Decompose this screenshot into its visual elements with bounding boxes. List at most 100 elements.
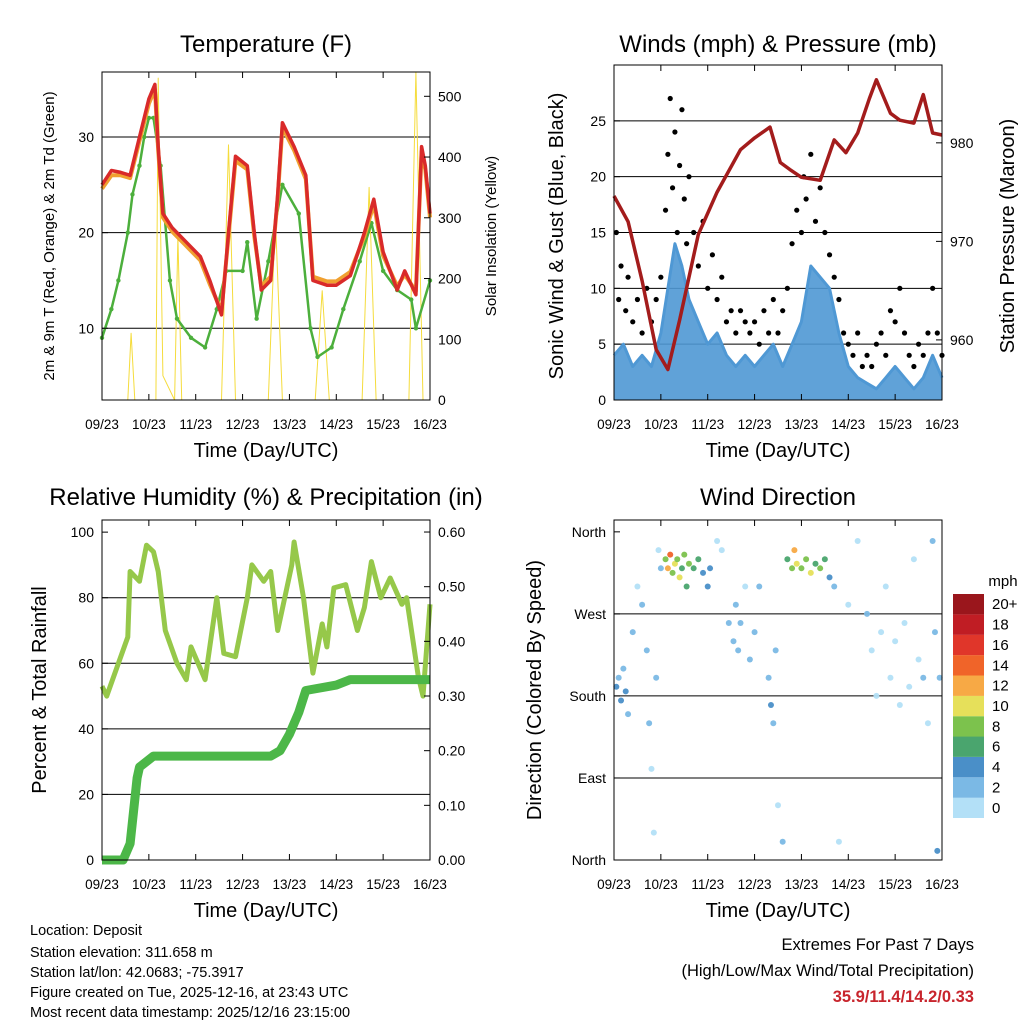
x-tick-label: 14/23 [319, 417, 353, 432]
x-tick-label: 09/23 [597, 877, 631, 892]
gust-point [719, 274, 725, 280]
y2-tick-label: 0.30 [438, 688, 465, 704]
info-location: Location: Deposit [30, 923, 143, 939]
x-tick-label: 09/23 [85, 877, 119, 892]
x-axis-label: Time (Day/UTC) [706, 440, 851, 462]
x-tick-label: 11/23 [691, 877, 724, 892]
colorbar-label: 16 [992, 637, 1009, 654]
chart-title: Wind Direction [700, 484, 856, 511]
info-latlon: Station lat/lon: 42.0683; -75.3917 [30, 965, 244, 981]
y2-tick-label: 500 [438, 88, 462, 104]
info-created: Figure created on Tue, 2025-12-16, at 23… [30, 985, 349, 1001]
wind-direction-point [735, 647, 742, 654]
wind-direction-point [798, 565, 805, 572]
gust-point [623, 308, 629, 314]
wind-direction-point [695, 556, 702, 563]
gust-point [667, 95, 673, 102]
gust-point [855, 330, 861, 336]
wind-direction-point [678, 565, 685, 572]
wind-direction-point [629, 629, 636, 636]
wind-direction-point [831, 583, 838, 590]
x-axis-label: Time (Day/UTC) [194, 440, 339, 462]
y-axis-label: Direction (Colored By Speed) [524, 560, 546, 820]
wind-direction-point [878, 629, 885, 636]
x-tick-label: 11/23 [179, 417, 212, 432]
wind-direction-point [648, 765, 655, 772]
wind-direction-point [821, 556, 828, 563]
sonic-wind-line [612, 242, 944, 391]
x-tick-label: 15/23 [366, 877, 400, 892]
wind-direction-point [864, 610, 871, 617]
x-tick-label: 11/23 [179, 877, 212, 892]
gust-point [709, 252, 716, 258]
wind-direction-point [793, 560, 800, 567]
gust-point [679, 107, 685, 113]
wind-direction-point [835, 838, 842, 845]
x-tick-label: 12/23 [738, 877, 772, 892]
gust-point [836, 296, 842, 303]
gust-point [775, 330, 781, 336]
gust-point [691, 229, 697, 236]
plot-frame [101, 519, 431, 861]
y2-tick-label: 960 [950, 332, 974, 348]
gust-point [920, 352, 926, 358]
wind-direction-point [646, 720, 653, 727]
wind-direction-point [618, 697, 625, 704]
y2-tick-label: 0 [438, 392, 446, 408]
y-axis-label: Sonic Wind & Gust (Blue, Black) [546, 93, 568, 380]
x-tick-label: 16/23 [925, 417, 959, 432]
colorbar-swatch [953, 655, 984, 676]
gust-point [653, 296, 659, 303]
gust-point [669, 185, 676, 191]
gust-point [822, 229, 828, 236]
colorbar-swatch [953, 634, 984, 656]
gust-point [665, 151, 671, 157]
y-tick-label: 40 [78, 721, 94, 737]
gust-point [684, 241, 690, 247]
wind-direction-point [639, 601, 646, 608]
wind-direction-point [817, 565, 824, 572]
wind-direction-point [664, 565, 671, 572]
wind-direction-point [882, 583, 889, 590]
wind-direction-point [655, 547, 662, 554]
x-tick-label: 09/23 [85, 417, 119, 432]
wind-direction-point [704, 583, 711, 590]
dewpoint-line [100, 116, 432, 359]
gust-point [705, 285, 711, 291]
wind-direction-point [725, 620, 732, 627]
wind-direction-point [873, 692, 880, 699]
y-tick-label: 0 [598, 392, 606, 408]
gust-point [756, 341, 762, 347]
gust-point [878, 330, 884, 336]
x-tick-label: 10/23 [132, 877, 166, 892]
wind-direction-point [613, 683, 620, 690]
wind-direction-point [622, 688, 629, 695]
gust-point [930, 285, 936, 291]
wind-direction-point [845, 601, 852, 608]
y2-tick-label: 200 [438, 271, 462, 287]
x-tick-label: 13/23 [785, 877, 819, 892]
colorbar-swatch [953, 716, 984, 737]
y-tick-label: South [569, 688, 606, 704]
wind-direction-point [643, 647, 650, 654]
wind-direction-point [746, 656, 753, 663]
colorbar-label: 8 [992, 718, 1000, 735]
gust-point [897, 285, 903, 291]
colorbar-label: 12 [992, 678, 1009, 695]
gust-point [770, 296, 776, 303]
colorbar-swatch [953, 594, 984, 615]
gust-point [869, 363, 875, 370]
precip-line [102, 675, 430, 865]
gust-point [672, 129, 678, 135]
x-tick-label: 13/23 [273, 417, 307, 432]
gust-point [728, 308, 734, 314]
wind-direction-point [929, 537, 936, 544]
wind-direction-point [671, 560, 678, 567]
gust-point [892, 319, 898, 325]
wind-direction-point [718, 547, 725, 554]
gust-point [794, 207, 800, 213]
wind-direction-point [756, 583, 763, 590]
wind-direction-point [751, 629, 758, 636]
x-tick-label: 16/23 [413, 877, 447, 892]
